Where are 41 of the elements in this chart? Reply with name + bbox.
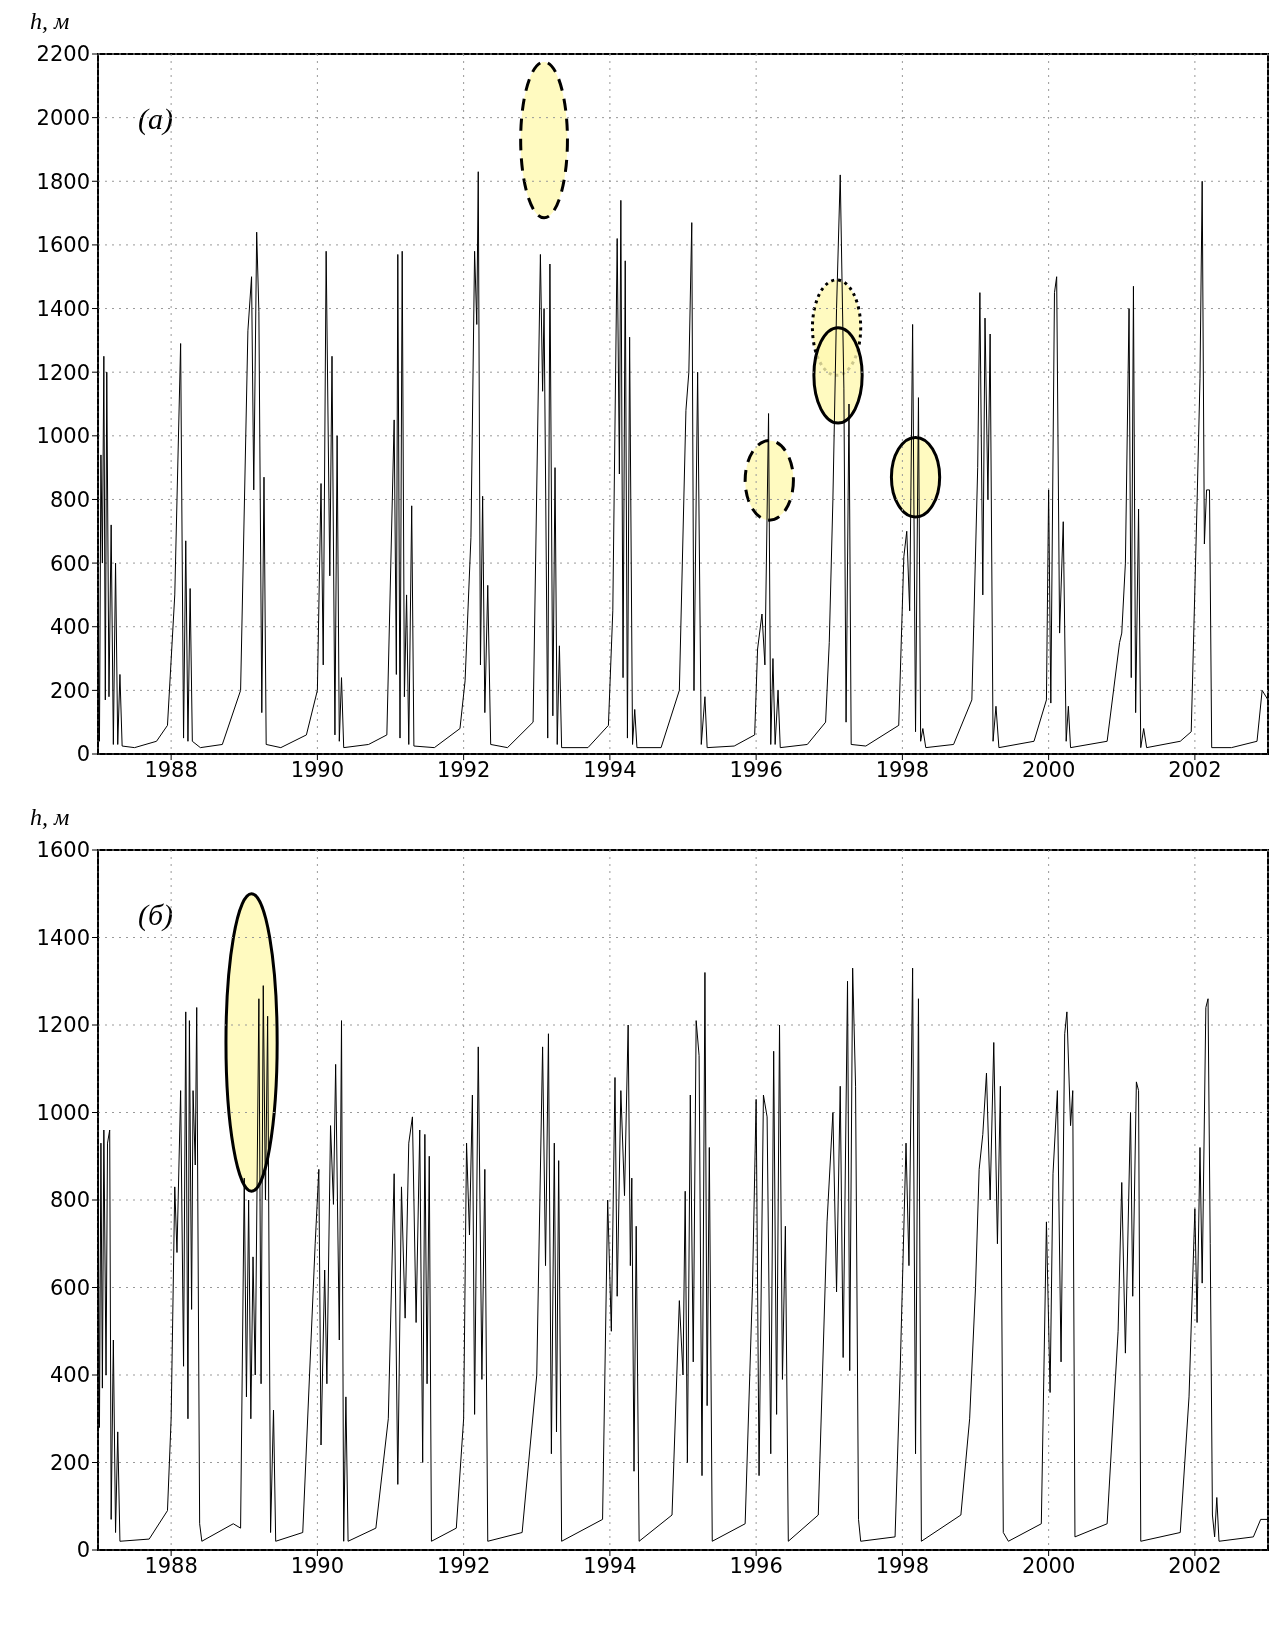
y-tick-label: 600 (49, 1275, 90, 1300)
y-tick-label: 1600 (36, 233, 90, 258)
x-tick-label: 1994 (583, 1553, 637, 1578)
x-tick-label: 1998 (875, 1553, 930, 1578)
y-axis-title: h, м (29, 804, 71, 832)
y-tick-label: 1800 (36, 169, 90, 194)
y-tick-label: 600 (49, 551, 90, 576)
y-tick-label: 1200 (36, 360, 90, 385)
x-tick-label: 1996 (729, 1553, 783, 1578)
x-tick-label: 2002 (1168, 1553, 1222, 1578)
y-tick-label: 1000 (36, 1100, 90, 1125)
x-tick-label: 2000 (1021, 757, 1076, 782)
y-tick-label: 0 (76, 1538, 90, 1563)
x-tick-label: 1998 (875, 757, 930, 782)
x-tick-label: 1988 (144, 1553, 198, 1578)
y-tick-label: 1600 (36, 838, 90, 863)
x-tick-label: 1994 (583, 757, 637, 782)
y-tick-label: 1400 (36, 297, 90, 321)
y-tick-label: 1200 (36, 1013, 90, 1038)
y-tick-label: 2200 (36, 42, 90, 67)
y-tick-label: 1400 (36, 925, 90, 950)
x-tick-label: 1988 (144, 757, 198, 782)
y-tick-label: 1000 (36, 424, 90, 449)
x-tick-label: 1990 (290, 757, 345, 782)
y-tick-label: 2000 (36, 106, 90, 131)
x-tick-label: 1992 (436, 757, 491, 782)
annotation: (а) (138, 102, 173, 136)
y-tick-label: 200 (49, 1450, 90, 1475)
y-tick-label: 800 (49, 1188, 90, 1213)
y-tick-label: 400 (49, 615, 90, 640)
x-tick-label: 1996 (729, 757, 783, 782)
y-tick-label: 400 (49, 1363, 90, 1388)
y-tick-label: 0 (76, 742, 90, 767)
x-tick-label: 2000 (1021, 1553, 1076, 1578)
y-tick-label: 800 (49, 487, 90, 512)
x-tick-label: 1992 (436, 1553, 491, 1578)
x-tick-label: 1990 (290, 1553, 345, 1578)
y-tick-label: 200 (49, 678, 90, 703)
x-tick-label: 2002 (1168, 757, 1222, 782)
annotation: (б) (138, 898, 174, 932)
y-axis-title: h, м (29, 8, 71, 36)
